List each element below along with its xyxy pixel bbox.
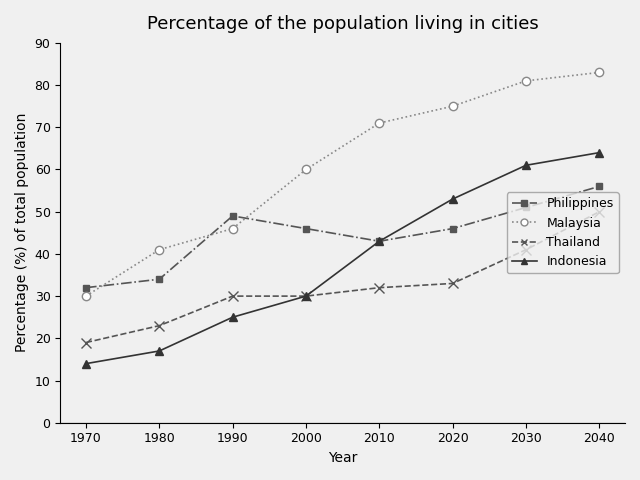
- Philippines: [522, 204, 530, 210]
- Philippines: [376, 239, 383, 244]
- Thailand: [376, 285, 383, 290]
- Thailand: [82, 340, 90, 346]
- Line: Thailand: Thailand: [81, 207, 604, 348]
- Malaysia: [595, 70, 603, 75]
- Indonesia: [376, 239, 383, 244]
- Malaysia: [82, 293, 90, 299]
- Line: Philippines: Philippines: [83, 183, 603, 291]
- Line: Indonesia: Indonesia: [82, 148, 604, 368]
- Indonesia: [449, 196, 456, 202]
- X-axis label: Year: Year: [328, 451, 357, 465]
- Philippines: [449, 226, 456, 231]
- Indonesia: [156, 348, 163, 354]
- Philippines: [595, 183, 603, 189]
- Y-axis label: Percentage (%) of total population: Percentage (%) of total population: [15, 113, 29, 352]
- Malaysia: [376, 120, 383, 126]
- Malaysia: [156, 247, 163, 252]
- Malaysia: [228, 226, 236, 231]
- Malaysia: [449, 103, 456, 109]
- Philippines: [82, 285, 90, 290]
- Thailand: [449, 281, 456, 287]
- Thailand: [156, 323, 163, 328]
- Indonesia: [82, 361, 90, 367]
- Line: Malaysia: Malaysia: [82, 68, 604, 300]
- Thailand: [302, 293, 310, 299]
- Indonesia: [302, 293, 310, 299]
- Indonesia: [595, 150, 603, 156]
- Indonesia: [228, 314, 236, 320]
- Malaysia: [302, 167, 310, 172]
- Legend: Philippines, Malaysia, Thailand, Indonesia: Philippines, Malaysia, Thailand, Indones…: [506, 192, 619, 273]
- Philippines: [156, 276, 163, 282]
- Indonesia: [522, 162, 530, 168]
- Thailand: [595, 209, 603, 215]
- Title: Percentage of the population living in cities: Percentage of the population living in c…: [147, 15, 538, 33]
- Philippines: [228, 213, 236, 219]
- Philippines: [302, 226, 310, 231]
- Thailand: [228, 293, 236, 299]
- Malaysia: [522, 78, 530, 84]
- Thailand: [522, 247, 530, 252]
